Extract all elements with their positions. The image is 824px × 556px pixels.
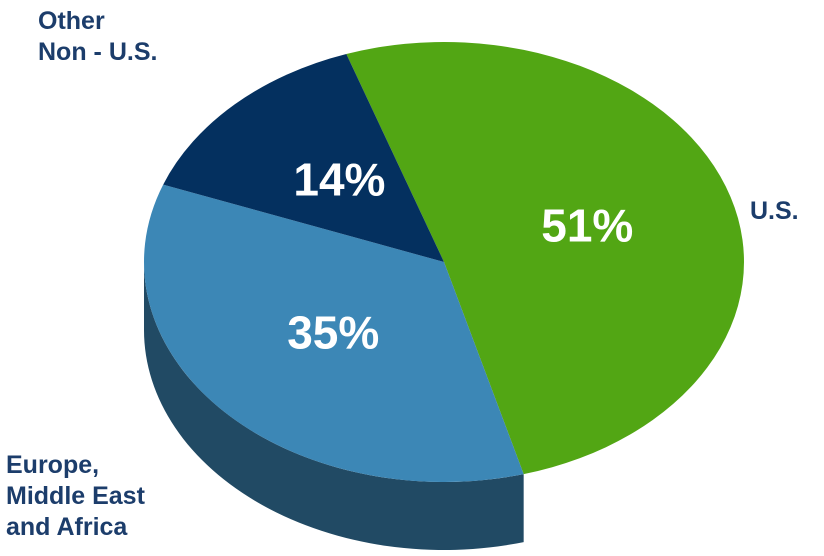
slice (346, 41, 745, 475)
value-label: 14% (293, 153, 385, 205)
slice (163, 53, 445, 262)
slice-side (144, 262, 524, 550)
slice (144, 184, 524, 482)
category-label: Europe, Middle East and Africa (6, 451, 145, 541)
value-label: 35% (287, 306, 379, 358)
value-label: 51% (541, 200, 633, 252)
category-label: Other Non - U.S. (38, 7, 158, 66)
category-label: U.S. (750, 197, 799, 225)
